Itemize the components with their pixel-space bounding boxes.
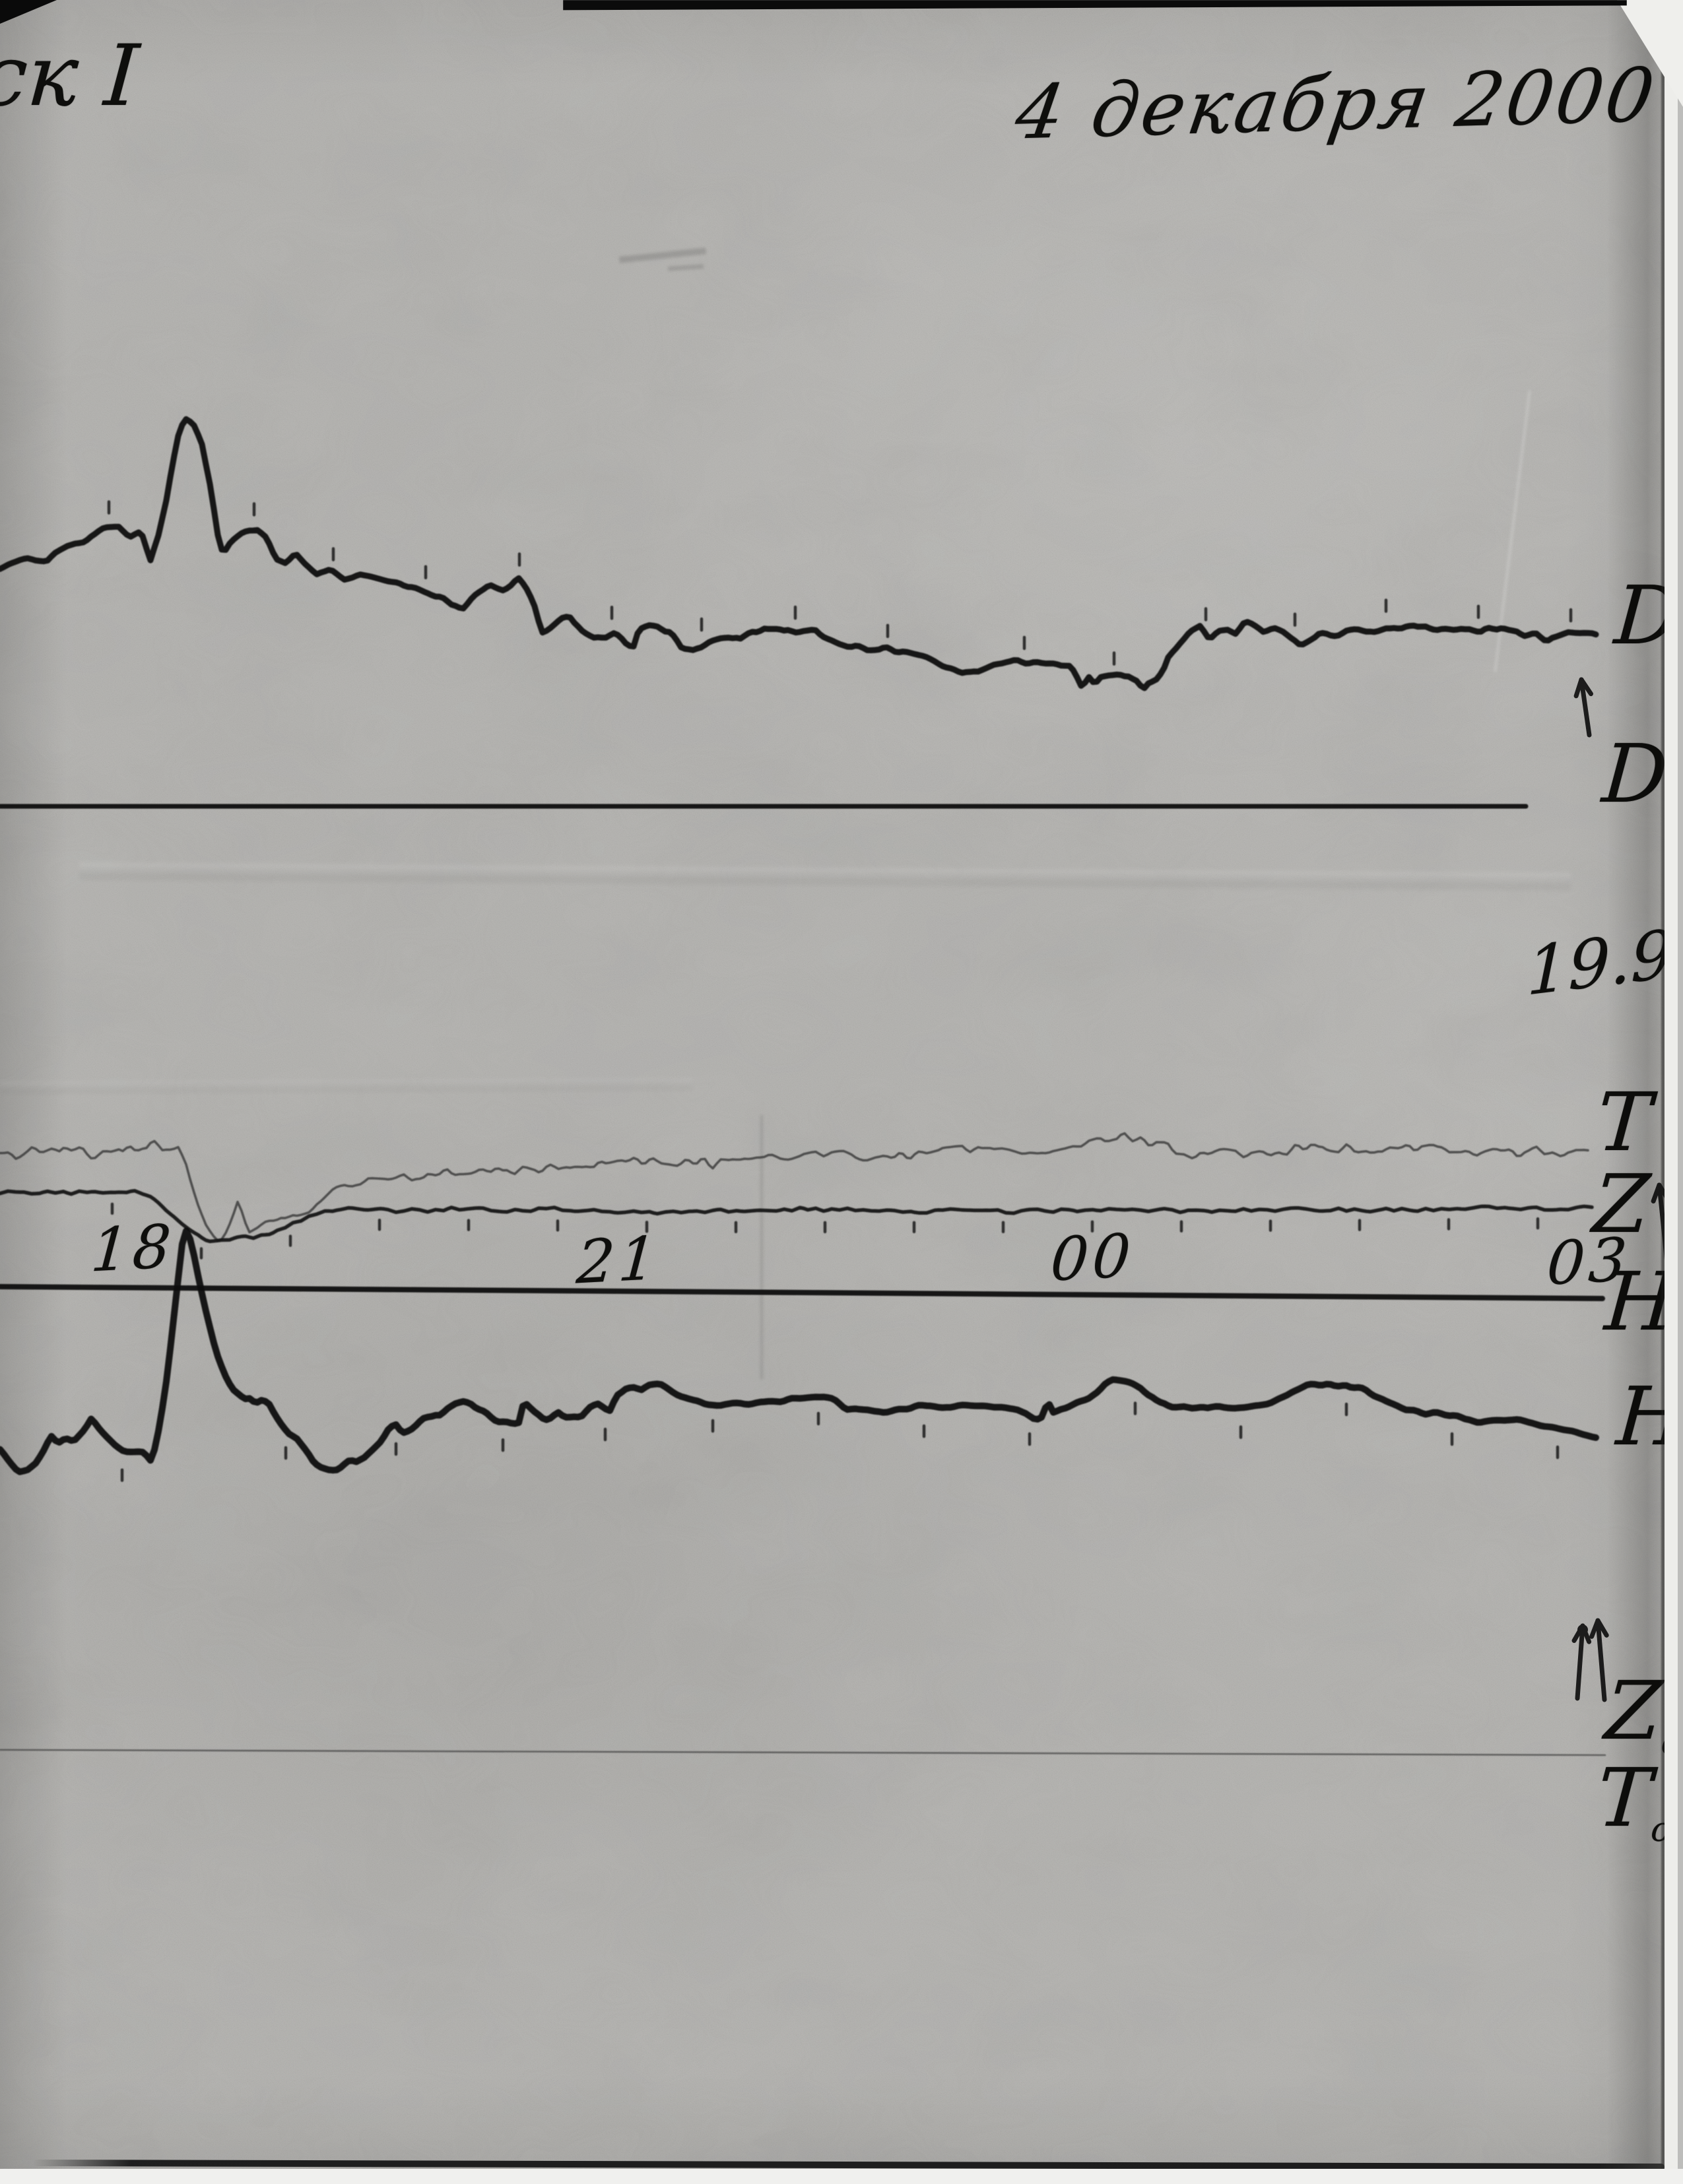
baseline-Zo-To [0, 1749, 1606, 1756]
station-name-fragment: ск I [0, 27, 142, 125]
baseline-Ho [0, 1284, 1605, 1301]
date-note: 4 декабря 2000 г. [1010, 49, 1683, 156]
trace-H [0, 1227, 1599, 1475]
arrow-ZoTo-2 [1589, 1618, 1609, 1702]
trace-D [0, 416, 1599, 691]
arrow-ZoTo-1 [1571, 1623, 1592, 1701]
arrow-Z [1651, 1182, 1671, 1279]
trace-Z [0, 1188, 1594, 1244]
trace-T [0, 1132, 1589, 1242]
arrow-D-to-Do [1573, 677, 1593, 738]
hour-ticks-D [107, 500, 1573, 666]
